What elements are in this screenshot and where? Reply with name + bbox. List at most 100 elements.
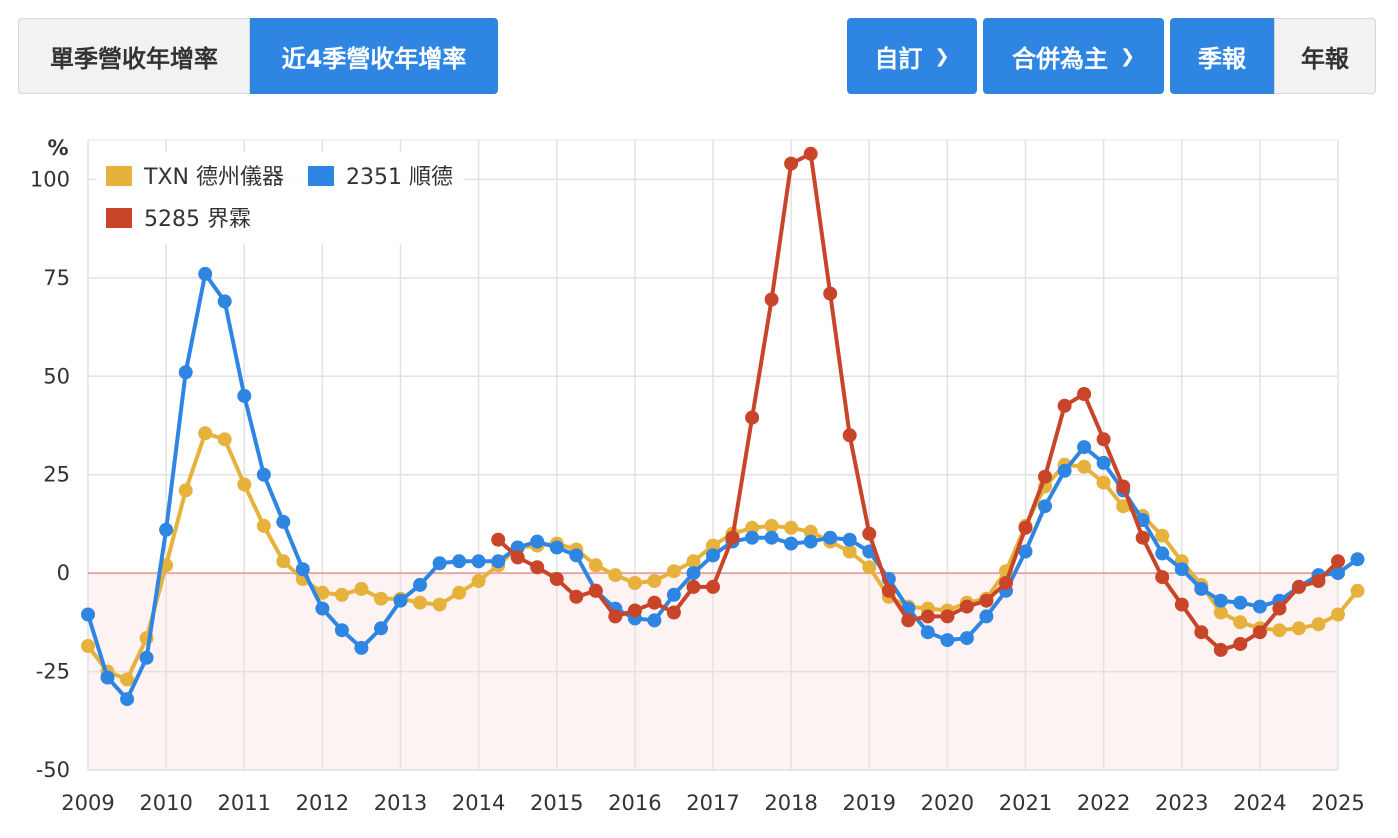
data-point[interactable]: [784, 536, 799, 551]
data-point[interactable]: [588, 558, 603, 573]
data-point[interactable]: [940, 633, 955, 648]
data-point[interactable]: [706, 579, 720, 594]
data-point[interactable]: [237, 388, 252, 403]
data-point[interactable]: [237, 477, 252, 492]
data-point[interactable]: [999, 576, 1013, 590]
data-point[interactable]: [745, 530, 760, 545]
data-point[interactable]: [764, 292, 779, 307]
data-point[interactable]: [940, 609, 955, 624]
data-point[interactable]: [1077, 459, 1092, 474]
data-point[interactable]: [959, 631, 974, 646]
data-point[interactable]: [842, 544, 857, 559]
data-point[interactable]: [217, 294, 232, 309]
data-point[interactable]: [549, 572, 564, 586]
data-point[interactable]: [920, 609, 935, 624]
data-point[interactable]: [627, 603, 642, 618]
data-point[interactable]: [471, 574, 486, 588]
data-point[interactable]: [354, 581, 369, 596]
data-point[interactable]: [198, 426, 213, 441]
data-point[interactable]: [784, 520, 799, 535]
data-point[interactable]: [1057, 463, 1072, 478]
data-point[interactable]: [803, 524, 818, 539]
data-point[interactable]: [1155, 528, 1170, 543]
data-point[interactable]: [959, 599, 974, 614]
data-point[interactable]: [256, 518, 271, 533]
data-point[interactable]: [1331, 607, 1345, 622]
data-point[interactable]: [1057, 398, 1072, 413]
period-quarterly-button[interactable]: 季報: [1170, 18, 1274, 94]
data-point[interactable]: [666, 605, 681, 620]
data-point[interactable]: [627, 576, 642, 590]
data-point[interactable]: [1331, 554, 1345, 569]
data-point[interactable]: [784, 156, 799, 171]
data-point[interactable]: [1213, 642, 1228, 657]
custom-dropdown[interactable]: 自訂 ❯: [847, 18, 977, 94]
data-point[interactable]: [1213, 593, 1228, 608]
data-point[interactable]: [159, 522, 174, 537]
data-point[interactable]: [334, 623, 349, 638]
data-point[interactable]: [608, 568, 623, 583]
data-point[interactable]: [979, 593, 994, 608]
data-point[interactable]: [647, 595, 662, 610]
data-point[interactable]: [1350, 583, 1365, 598]
data-point[interactable]: [1194, 625, 1209, 640]
data-point[interactable]: [549, 540, 564, 555]
data-point[interactable]: [1096, 455, 1111, 470]
data-point[interactable]: [1155, 570, 1170, 585]
data-point[interactable]: [1331, 566, 1345, 581]
data-point[interactable]: [315, 601, 330, 616]
data-point[interactable]: [452, 585, 467, 600]
data-point[interactable]: [100, 670, 115, 685]
data-point[interactable]: [491, 532, 506, 547]
data-point[interactable]: [979, 609, 994, 624]
data-point[interactable]: [725, 530, 740, 545]
data-point[interactable]: [569, 589, 584, 604]
data-point[interactable]: [588, 583, 603, 598]
data-point[interactable]: [510, 550, 525, 565]
data-point[interactable]: [823, 530, 838, 545]
data-point[interactable]: [295, 562, 310, 577]
data-point[interactable]: [354, 640, 369, 655]
data-point[interactable]: [1155, 546, 1170, 561]
data-point[interactable]: [803, 146, 818, 161]
data-point[interactable]: [1174, 562, 1189, 577]
data-point[interactable]: [432, 556, 447, 571]
data-point[interactable]: [81, 607, 95, 622]
data-point[interactable]: [1291, 621, 1306, 636]
data-point[interactable]: [1135, 530, 1150, 545]
data-point[interactable]: [842, 532, 857, 547]
data-point[interactable]: [803, 534, 818, 549]
data-point[interactable]: [1018, 520, 1033, 535]
tab-single-quarter-yoy[interactable]: 單季營收年增率: [18, 18, 250, 94]
data-point[interactable]: [530, 534, 545, 549]
data-point[interactable]: [510, 540, 525, 555]
data-point[interactable]: [1233, 637, 1248, 651]
data-point[interactable]: [1311, 574, 1326, 588]
data-point[interactable]: [1213, 605, 1228, 620]
data-point[interactable]: [901, 613, 916, 628]
data-point[interactable]: [1096, 475, 1111, 490]
data-point[interactable]: [1272, 623, 1287, 638]
data-point[interactable]: [491, 554, 506, 569]
data-point[interactable]: [862, 526, 877, 541]
data-point[interactable]: [842, 428, 857, 443]
data-point[interactable]: [666, 587, 681, 602]
data-point[interactable]: [1077, 387, 1092, 401]
data-point[interactable]: [686, 579, 701, 594]
period-annual-button[interactable]: 年報: [1274, 18, 1376, 94]
data-point[interactable]: [686, 554, 701, 569]
data-point[interactable]: [608, 609, 623, 624]
data-point[interactable]: [1252, 625, 1267, 640]
data-point[interactable]: [1311, 617, 1326, 632]
data-point[interactable]: [862, 560, 877, 575]
data-point[interactable]: [764, 530, 779, 545]
data-point[interactable]: [1252, 599, 1267, 614]
legend-label[interactable]: 5285 界霖: [144, 207, 251, 232]
data-point[interactable]: [1038, 469, 1052, 484]
data-point[interactable]: [881, 583, 896, 598]
data-point[interactable]: [569, 548, 584, 563]
data-point[interactable]: [666, 564, 681, 579]
data-point[interactable]: [256, 467, 271, 482]
data-point[interactable]: [823, 286, 838, 301]
data-point[interactable]: [217, 432, 232, 447]
